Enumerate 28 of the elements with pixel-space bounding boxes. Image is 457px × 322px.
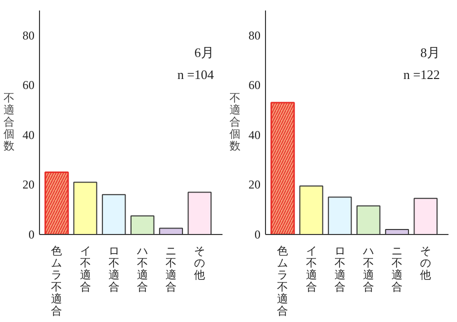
annotation: n =122 [403,67,440,82]
y-tick-label: 60 [248,78,260,92]
x-tick-label: ロ不適合 [334,246,346,294]
annotation: 8月 [420,44,440,60]
annotation: 6月 [194,44,214,60]
y-axis-title: 不適合個数 [4,92,14,152]
x-tick-label: その他 [420,246,432,282]
y-tick-label: 80 [248,28,260,42]
x-tick-label: ハ不適合 [362,246,374,294]
y-tick-label: 40 [22,128,34,142]
x-tick-label: 色ムラ不適合 [277,246,288,318]
y-tick-label: 20 [248,178,260,192]
x-tick-label: その他 [194,246,206,282]
y-tick-label: 20 [22,178,34,192]
x-tick-label: イ不適合 [80,246,91,294]
x-tick-label: ロ不適合 [108,246,120,294]
y-tick-label: 40 [248,128,260,142]
x-tick-label: ハ不適合 [136,246,148,294]
annotation: n =104 [177,67,214,82]
x-tick-label: イ不適合 [306,246,317,294]
y-tick-label: 60 [22,78,34,92]
y-axis-title: 不適合個数 [230,92,240,152]
y-tick-label: 0 [254,228,260,242]
x-tick-label: 色ムラ不適合 [51,246,62,318]
x-tick-label: ニ不適合 [392,246,403,294]
x-tick-label: ニ不適合 [166,246,177,294]
y-tick-label: 0 [28,228,34,242]
y-tick-label: 80 [22,28,34,42]
